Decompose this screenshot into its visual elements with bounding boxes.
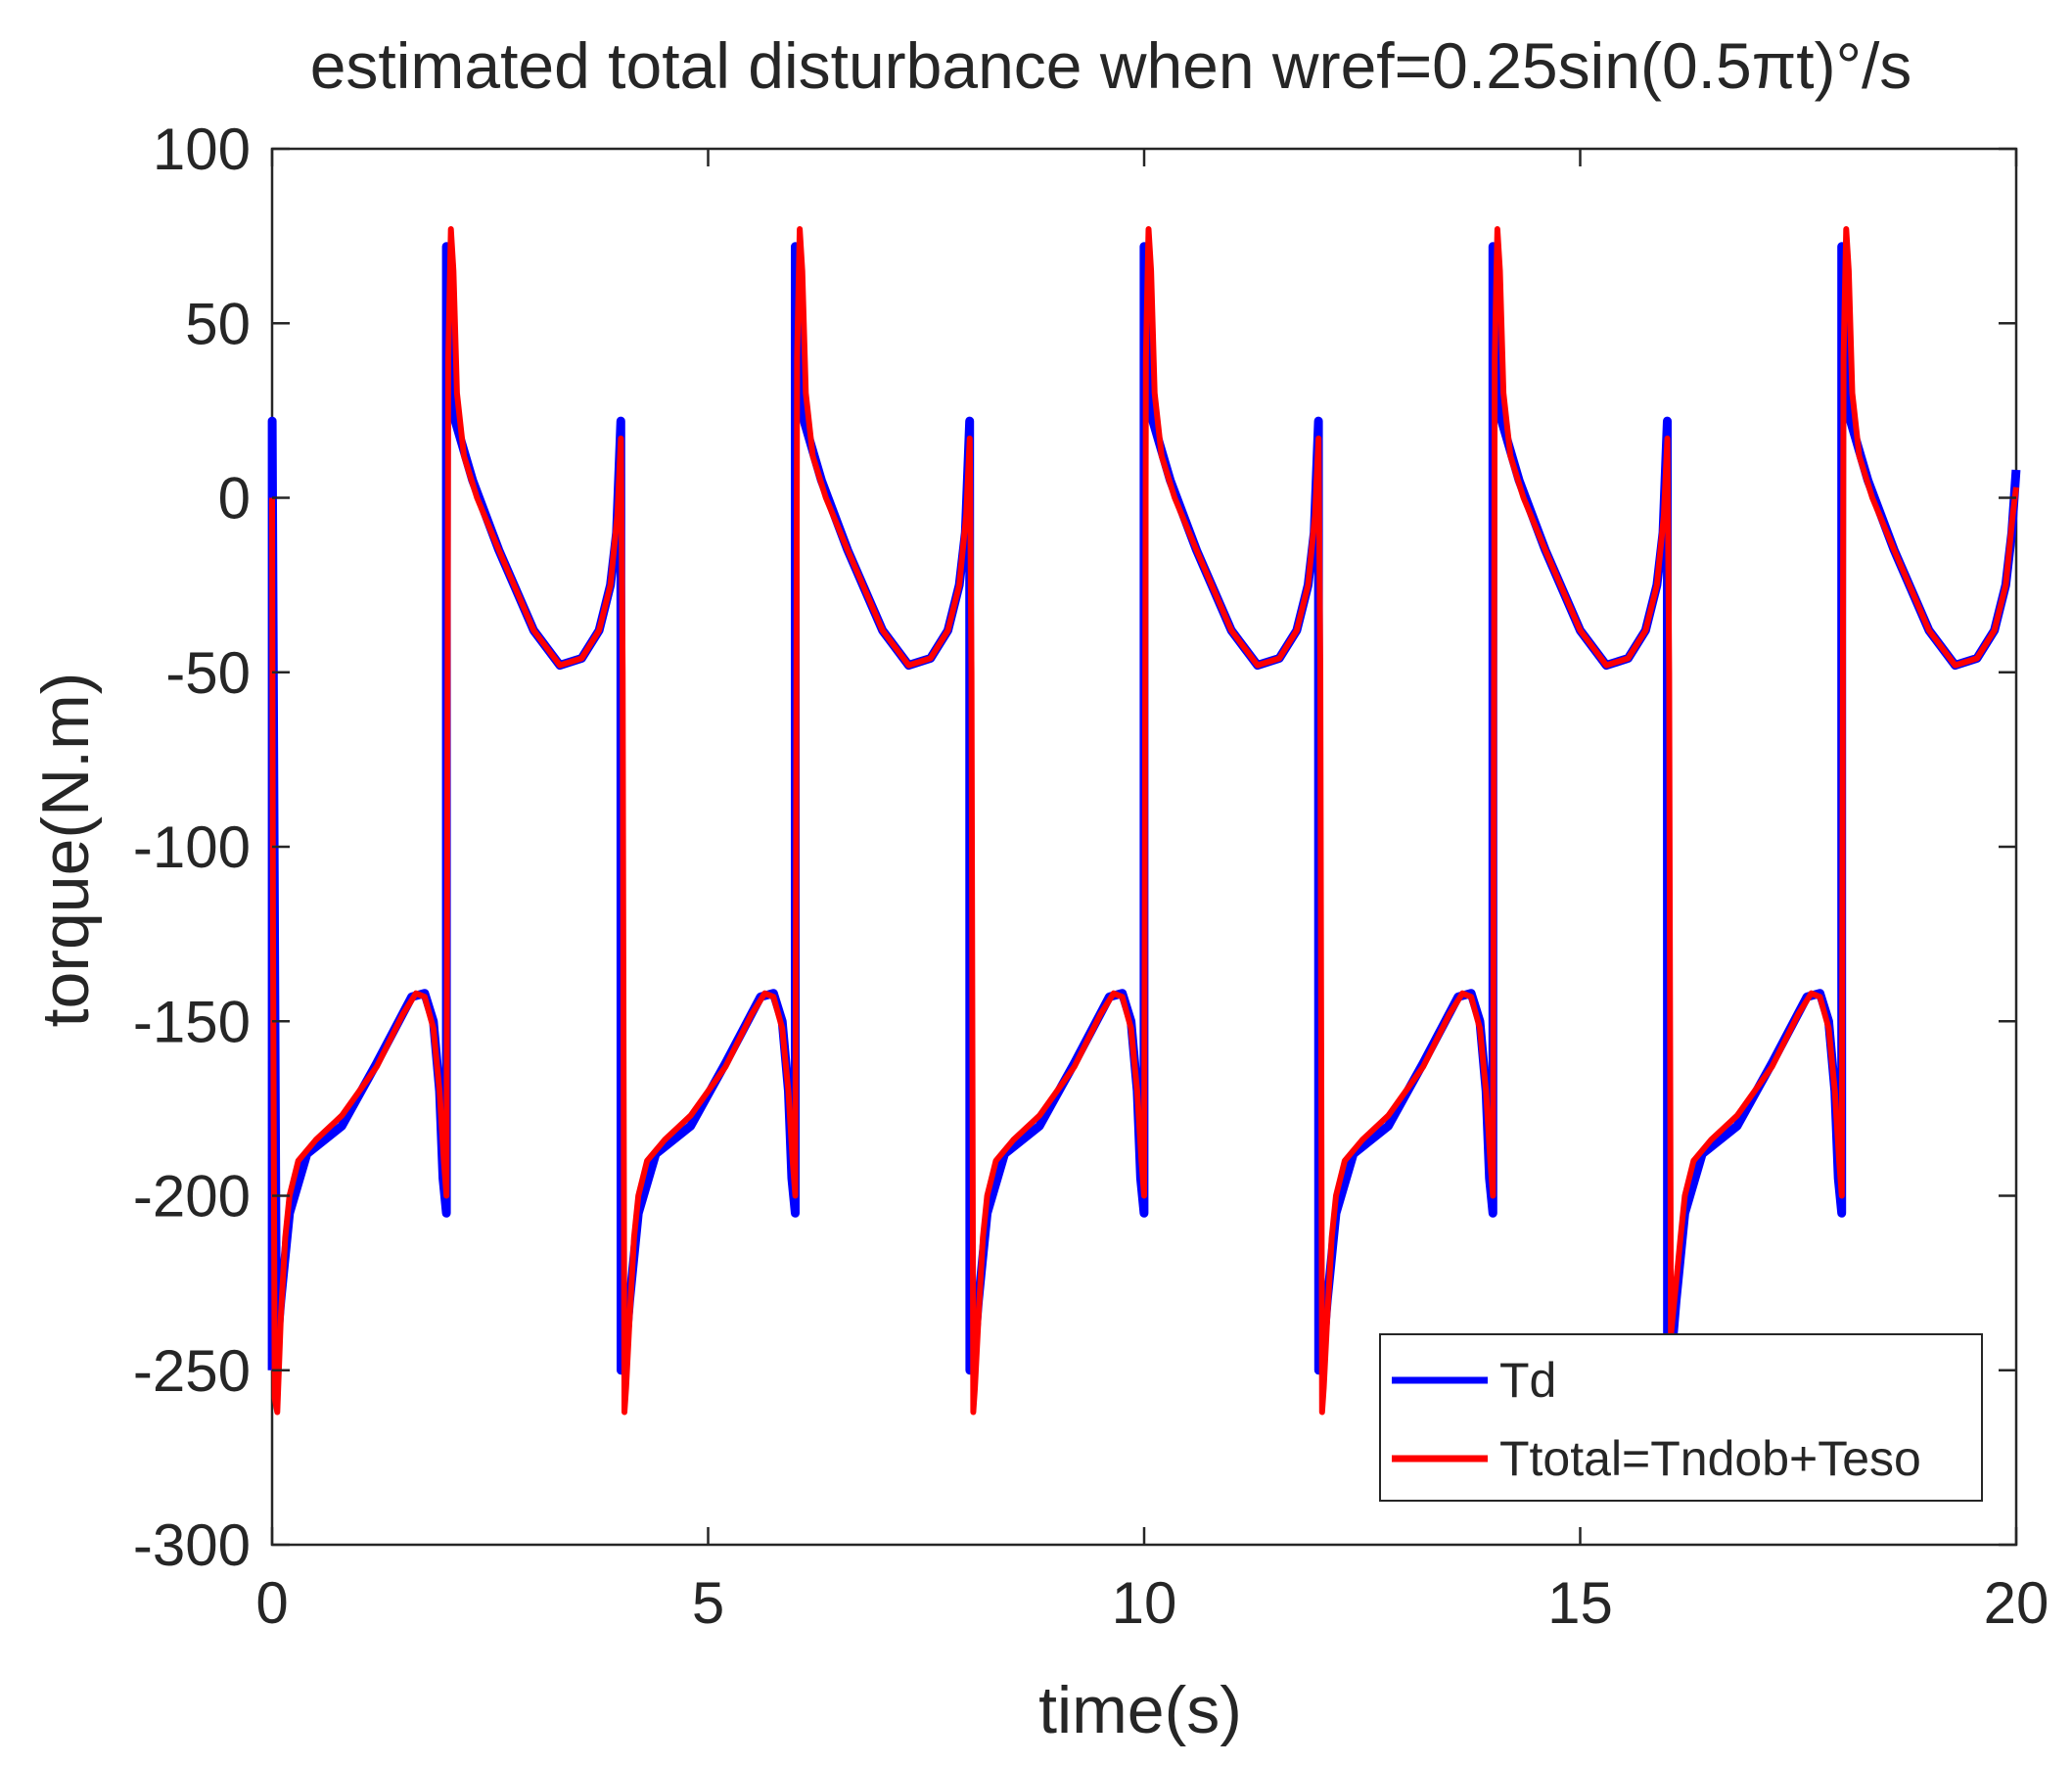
y-tick-label: -50 <box>165 640 251 706</box>
x-tick-label: 0 <box>255 1570 288 1636</box>
legend: Td Ttotal=Tndob+Teso <box>1379 1333 1983 1502</box>
series-line-ttotal <box>269 226 2019 1416</box>
y-tick-label: 50 <box>185 291 251 356</box>
legend-box <box>1379 1333 1983 1502</box>
y-tick-label: 100 <box>153 116 251 182</box>
x-tick-label: 5 <box>692 1570 724 1636</box>
legend-label-ttotal: Ttotal=Tndob+Teso <box>1499 1431 1921 1486</box>
tick-layer: 0 5 10 15 20 100 50 0 -50 -100 -150 -200 -250 -300 <box>133 116 2049 1636</box>
x-axis-label: time(s) <box>1038 1673 1242 1747</box>
y-tick-label: -150 <box>133 989 251 1054</box>
plot-area: 0 5 10 15 20 100 50 0 -50 -100 -150 -200 -250 -300 <box>133 116 2049 1636</box>
y-tick-label: -100 <box>133 814 251 880</box>
y-tick-label: 0 <box>218 466 251 532</box>
y-tick-label: -250 <box>133 1338 251 1404</box>
series-layer <box>267 226 2021 1416</box>
y-tick-label: -300 <box>133 1512 251 1578</box>
x-tick-label: 15 <box>1547 1570 1613 1636</box>
y-axis-label: torque(N.m) <box>28 673 103 1028</box>
chart-title: estimated total disturbance when wref=0.… <box>310 29 1912 102</box>
y-tick-label: -200 <box>133 1164 251 1230</box>
x-tick-label: 20 <box>1984 1570 2049 1636</box>
legend-label-td: Td <box>1499 1353 1556 1408</box>
x-tick-label: 10 <box>1112 1570 1177 1636</box>
